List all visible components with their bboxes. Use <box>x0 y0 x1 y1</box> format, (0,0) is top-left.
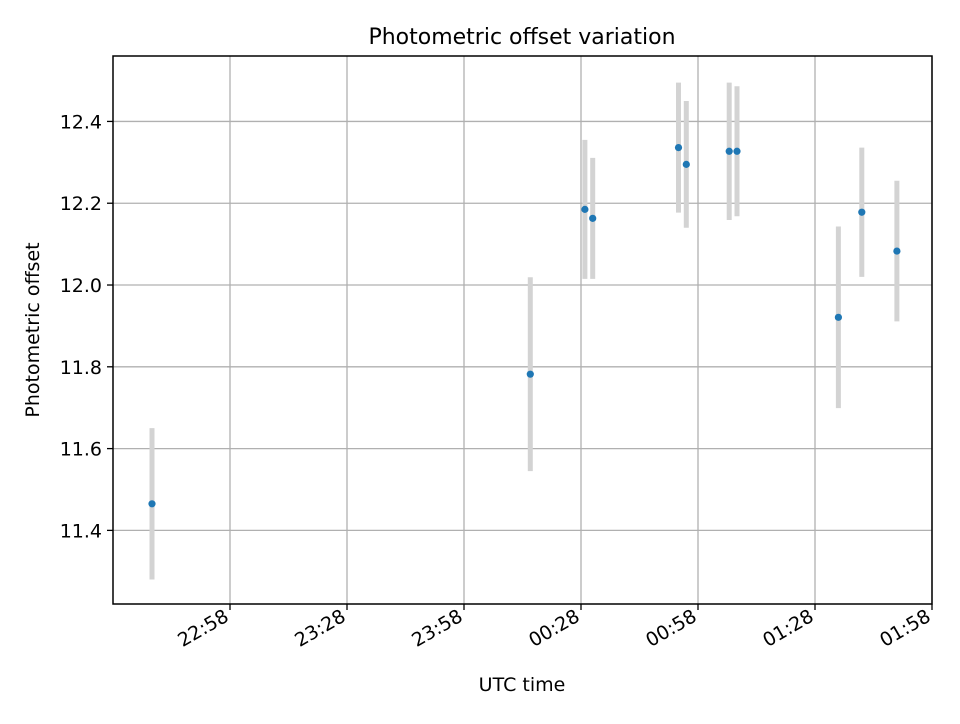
data-point <box>148 500 156 508</box>
data-point <box>834 313 843 321</box>
x-tick-label: 01:28 <box>759 605 817 651</box>
data-point <box>581 205 589 213</box>
y-tick-label: 12.2 <box>60 193 102 215</box>
x-tick-label: 23:58 <box>408 605 466 651</box>
data-point <box>893 247 901 255</box>
y-axis-label: Photometric offset <box>22 242 44 417</box>
data-point <box>858 208 866 216</box>
plot-frame <box>112 55 933 605</box>
data-point <box>733 147 741 155</box>
x-axis-ticks: 22:58 23:28 23:58 00:28 00:58 01:28 01:58 <box>174 604 935 652</box>
error-bars <box>149 82 900 580</box>
x-tick-label: 01:58 <box>876 605 934 651</box>
data-point <box>674 144 683 152</box>
grid-lines <box>113 56 933 604</box>
y-tick-label: 11.4 <box>60 520 102 542</box>
data-points <box>148 144 901 508</box>
data-point <box>682 160 690 168</box>
data-point <box>725 147 733 155</box>
y-tick-label: 12.0 <box>60 275 102 297</box>
chart-title: Photometric offset variation <box>368 25 675 50</box>
x-axis-label: UTC time <box>479 674 566 696</box>
y-tick-label: 11.8 <box>60 357 102 379</box>
x-tick-label: 00:58 <box>642 605 700 651</box>
y-tick-label: 12.4 <box>60 111 102 133</box>
y-axis-ticks: 11.4 11.6 11.8 12.0 12.2 12.4 <box>60 111 113 542</box>
y-tick-label: 11.6 <box>60 439 102 461</box>
data-point <box>589 214 597 222</box>
x-tick-label: 23:28 <box>291 605 349 651</box>
x-tick-label: 22:58 <box>174 605 232 651</box>
data-point <box>526 370 534 378</box>
x-tick-label: 00:28 <box>525 605 583 651</box>
